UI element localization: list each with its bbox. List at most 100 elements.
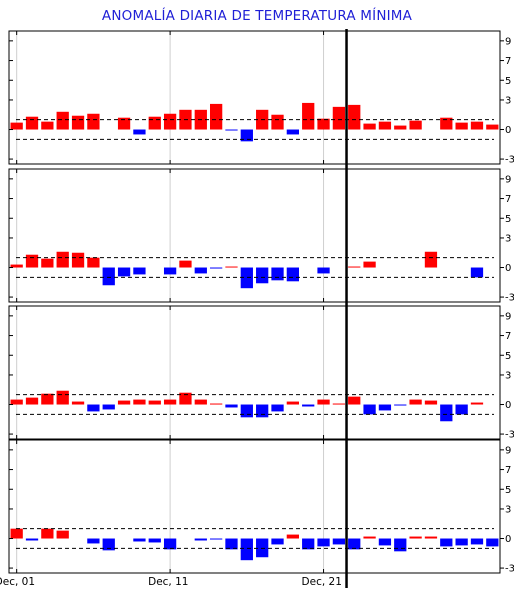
bar xyxy=(363,536,376,539)
bar xyxy=(286,401,299,405)
bar xyxy=(133,129,146,135)
bar xyxy=(10,399,23,405)
bar xyxy=(41,528,54,539)
bar xyxy=(87,404,100,412)
bar xyxy=(163,113,177,130)
x-tick-label: Dec, 21 xyxy=(302,576,342,588)
bar xyxy=(348,266,361,268)
panel-frame xyxy=(8,305,501,440)
y-tick-label: 0 xyxy=(505,125,511,136)
bar xyxy=(87,257,100,268)
bar xyxy=(286,267,299,282)
bar xyxy=(394,404,407,406)
bar xyxy=(256,267,269,284)
bar xyxy=(455,538,468,546)
bar xyxy=(455,404,468,415)
bar xyxy=(148,538,161,543)
bar xyxy=(424,536,438,539)
bar xyxy=(348,396,361,405)
y-tick-label: 3 xyxy=(505,95,511,106)
bar xyxy=(240,267,253,289)
bar xyxy=(148,400,161,405)
bar xyxy=(102,267,115,286)
chart-title: ANOMALÍA DIARIA DE TEMPERATURA MÍNIMA xyxy=(101,8,413,24)
bar xyxy=(194,538,207,541)
bar xyxy=(102,404,115,410)
bar xyxy=(440,404,453,422)
bar xyxy=(163,267,177,275)
bar xyxy=(486,124,499,130)
bar xyxy=(424,251,438,268)
y-tick-label: 9 xyxy=(505,36,511,47)
bar xyxy=(332,106,346,130)
bar xyxy=(41,121,54,130)
y-tick-label: -3 xyxy=(505,430,514,441)
bar xyxy=(225,129,238,131)
bar xyxy=(317,538,330,547)
y-tick-label: 0 xyxy=(505,400,511,411)
bar xyxy=(378,404,392,411)
bar xyxy=(271,267,284,281)
y-tick-label: 7 xyxy=(505,194,511,205)
bar xyxy=(210,267,223,269)
y-tick-label: 3 xyxy=(505,504,511,515)
bar xyxy=(363,123,376,130)
bar xyxy=(25,116,39,130)
bar xyxy=(194,267,207,274)
bar xyxy=(56,251,69,268)
bar xyxy=(179,392,192,405)
bar xyxy=(317,118,330,130)
y-tick-label: 0 xyxy=(505,534,511,545)
panel-frame xyxy=(8,439,501,574)
y-tick-label: 9 xyxy=(505,445,511,456)
bar xyxy=(470,402,484,405)
bar xyxy=(210,103,223,130)
bar xyxy=(179,260,192,268)
bar xyxy=(10,528,23,539)
bar xyxy=(394,538,407,552)
bar xyxy=(133,267,146,275)
bar xyxy=(117,400,131,405)
y-tick-label: 9 xyxy=(505,311,511,322)
bar xyxy=(56,530,69,539)
bar xyxy=(332,538,346,545)
y-tick-label: 7 xyxy=(505,331,511,342)
bar xyxy=(302,538,315,550)
bar xyxy=(225,404,238,408)
bar xyxy=(41,393,54,405)
bar xyxy=(409,536,422,539)
y-tick-label: 7 xyxy=(505,56,511,67)
bar xyxy=(240,538,253,561)
bar xyxy=(271,114,284,130)
y-tick-label: 3 xyxy=(505,370,511,381)
bar xyxy=(210,403,223,405)
bar xyxy=(133,538,146,542)
bar xyxy=(41,258,54,268)
bar xyxy=(163,538,177,550)
bar xyxy=(102,538,115,551)
bar xyxy=(210,538,223,540)
bar xyxy=(409,120,422,130)
bar xyxy=(10,122,23,130)
bar xyxy=(286,129,299,135)
bar xyxy=(117,267,131,277)
bar xyxy=(25,254,39,268)
bar xyxy=(133,399,146,405)
bar xyxy=(317,399,330,405)
bar xyxy=(317,267,330,274)
x-tick-label: Dec, 01 xyxy=(0,576,35,588)
bar xyxy=(348,538,361,550)
bar xyxy=(271,538,284,545)
bar xyxy=(71,252,85,268)
bar xyxy=(256,404,269,418)
bar xyxy=(409,399,422,405)
bar xyxy=(440,117,453,130)
bar xyxy=(87,113,100,130)
bar xyxy=(225,266,238,268)
bar xyxy=(363,261,376,268)
y-tick-label: 5 xyxy=(505,485,511,496)
bar xyxy=(148,116,161,130)
panel-frame xyxy=(8,30,501,165)
bar xyxy=(240,129,253,142)
